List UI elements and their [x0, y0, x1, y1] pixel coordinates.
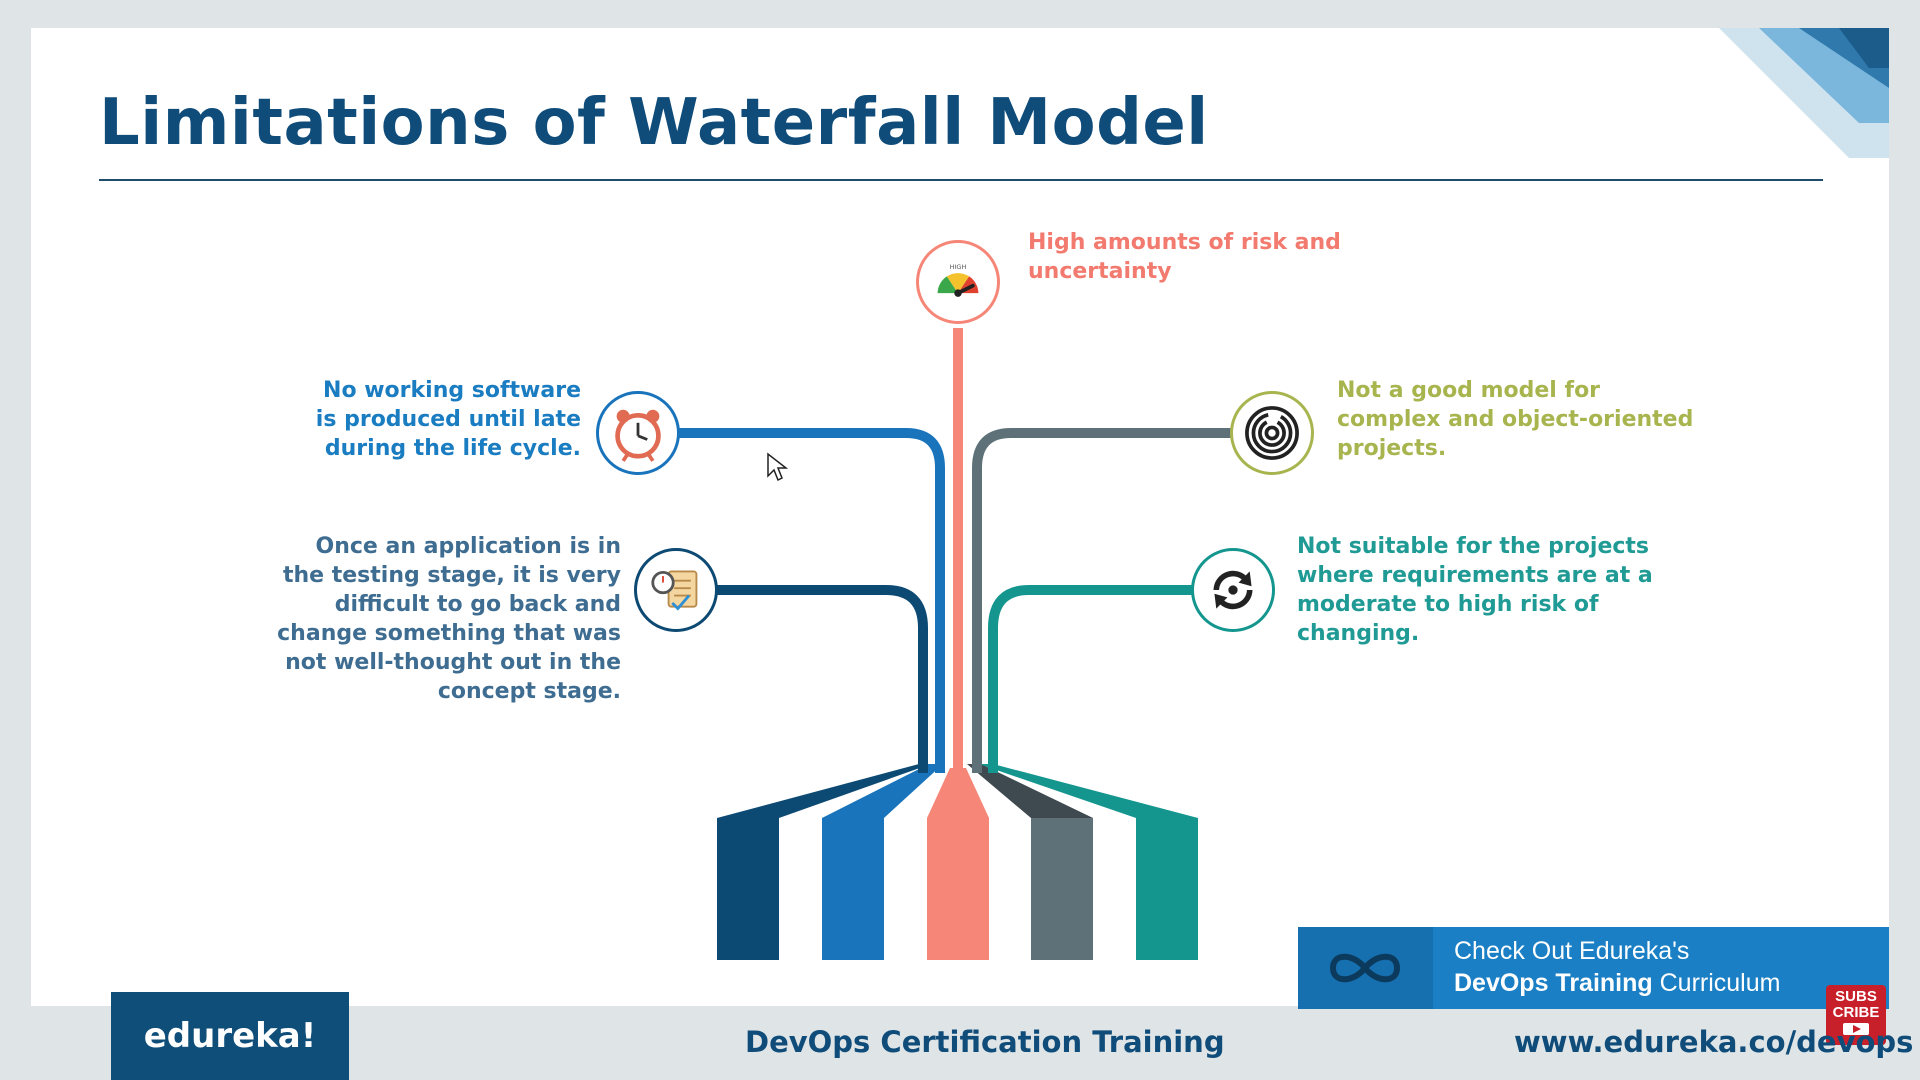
bar-3 — [927, 818, 989, 960]
footer-url[interactable]: www.edureka.co/devops — [1514, 1025, 1914, 1059]
subscribe-line-2: CRIBE — [1832, 1004, 1880, 1021]
subscribe-button[interactable]: SUBS CRIBE — [1826, 985, 1886, 1045]
fan-3 — [927, 768, 989, 818]
edureka-logo: edureka! — [111, 992, 349, 1080]
bar-4 — [1031, 818, 1093, 960]
limitation-label-no-working-software: No working software is produced until la… — [315, 378, 581, 461]
fan-4 — [967, 764, 1093, 818]
fan-5 — [979, 764, 1198, 818]
slide: Limitations of Waterfall Model HIGH — [31, 28, 1889, 1006]
alarm-clock-icon — [596, 391, 680, 475]
stem-5 — [988, 585, 1199, 773]
fan-1 — [717, 764, 931, 818]
devops-infinity-icon — [1298, 927, 1433, 1009]
mouse-cursor-icon — [767, 452, 788, 482]
gauge-high-icon: HIGH — [916, 240, 1000, 324]
stem-1 — [717, 585, 928, 773]
banner-bold-text: DevOps Training — [1454, 969, 1653, 997]
curriculum-banner[interactable]: Check Out Edureka's DevOps Training Curr… — [1298, 927, 1889, 1009]
bar-1 — [717, 818, 779, 960]
limitation-label-risk: High amounts of risk and uncertainty — [1028, 230, 1341, 284]
limitations-diagram — [678, 328, 1238, 960]
maze-icon — [1230, 391, 1314, 475]
subscribe-line-1: SUBS — [1835, 988, 1877, 1005]
stem-2 — [678, 428, 945, 773]
banner-rest-text: Curriculum — [1652, 969, 1781, 997]
refresh-cycle-icon — [1191, 548, 1275, 632]
footer-course-title: DevOps Certification Training — [745, 1025, 1225, 1059]
banner-line-2: DevOps Training Curriculum — [1454, 969, 1780, 998]
stopwatch-checklist-icon — [634, 548, 718, 632]
bar-5 — [1136, 818, 1198, 960]
bar-2 — [822, 818, 884, 960]
limitation-label-complex-projects: Not a good model for complex and object-… — [1337, 378, 1694, 461]
limitation-label-testing-stage: Once an application is in the testing st… — [277, 534, 621, 704]
banner-line-1: Check Out Edureka's — [1454, 937, 1690, 965]
corner-decoration — [1719, 28, 1889, 158]
stem-4 — [972, 428, 1238, 773]
svg-text:HIGH: HIGH — [950, 263, 967, 271]
fan-2 — [822, 764, 943, 818]
page-title: Limitations of Waterfall Model — [99, 86, 1209, 160]
limitation-label-changing-requirements: Not suitable for the projects where requ… — [1297, 534, 1653, 646]
title-divider — [99, 179, 1823, 181]
play-icon — [1843, 1023, 1869, 1035]
